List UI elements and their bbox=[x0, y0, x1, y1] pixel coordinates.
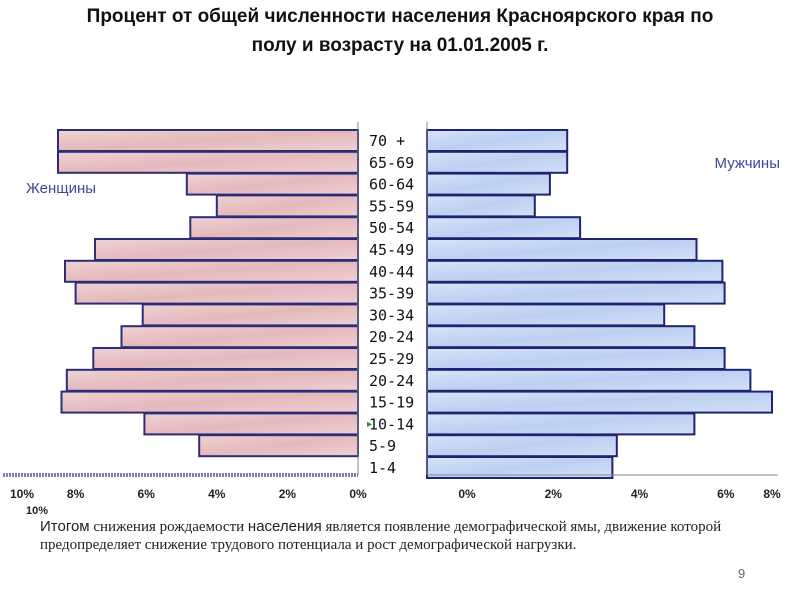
age-label: 35-39 bbox=[369, 285, 414, 303]
age-label: 70 + bbox=[369, 132, 405, 150]
men-bar bbox=[426, 347, 726, 370]
men-bar bbox=[426, 390, 773, 414]
women-bar bbox=[65, 368, 360, 392]
legend-women: Женщины bbox=[26, 180, 96, 197]
women-bar bbox=[215, 194, 359, 218]
age-label: 15-19 bbox=[369, 394, 414, 412]
age-label: 25-29 bbox=[369, 350, 414, 368]
left-tick-label: 6% bbox=[138, 487, 156, 501]
left-tick-label: 4% bbox=[208, 487, 226, 501]
men-bar bbox=[426, 281, 726, 305]
note-part-2: снижения рождаемости bbox=[89, 519, 248, 535]
age-label: 1-4 bbox=[369, 459, 396, 477]
age-label: 50-54 bbox=[369, 219, 414, 237]
women-bar bbox=[92, 347, 360, 370]
title-line-1: Процент от общей численности населения К… bbox=[86, 6, 714, 27]
women-bar bbox=[57, 150, 359, 174]
men-bar bbox=[426, 129, 569, 152]
page-title: Процент от общей численности населения К… bbox=[0, 2, 800, 60]
page-number: 9 bbox=[738, 566, 746, 581]
men-bar bbox=[426, 150, 569, 174]
age-label: 45-49 bbox=[369, 241, 414, 259]
men-bar bbox=[426, 172, 551, 196]
men-bar bbox=[426, 325, 696, 349]
age-label: 30-34 bbox=[369, 306, 414, 324]
men-bar bbox=[426, 412, 696, 436]
age-label: 40-44 bbox=[369, 263, 414, 281]
note-text: Итогом снижения рождаемости населения яв… bbox=[40, 518, 740, 554]
women-bar bbox=[141, 303, 359, 327]
women-bar bbox=[143, 412, 359, 436]
age-label: 20-24 bbox=[369, 372, 414, 390]
title-line-2: полу и возрасту на 01.01.2005 г. bbox=[251, 35, 549, 56]
women-bar bbox=[185, 172, 359, 196]
women-bar bbox=[120, 325, 359, 349]
age-label: 5-9 bbox=[369, 437, 396, 455]
women-bar bbox=[64, 259, 359, 283]
left-tick-label: 0% bbox=[349, 487, 367, 501]
note-part-3: населения bbox=[247, 518, 322, 535]
men-bar bbox=[426, 238, 698, 261]
men-bar bbox=[426, 434, 618, 458]
men-bar bbox=[426, 368, 752, 392]
left-tick-label: 8% bbox=[67, 487, 85, 501]
men-bar bbox=[426, 259, 724, 283]
population-pyramid-chart: 70 + 65-69 60-64 55-59 50-54 45-49 40-44 35-39 3… bbox=[3, 122, 781, 501]
age-label: 20-24 bbox=[369, 328, 414, 346]
left-tick-label: 2% bbox=[279, 487, 297, 501]
age-label: 65-69 bbox=[369, 154, 414, 172]
men-bars bbox=[426, 129, 773, 479]
extra-axis-label: 10% bbox=[26, 505, 49, 517]
age-label: 60-64 bbox=[369, 176, 414, 194]
legend-men: Мужчины bbox=[715, 155, 780, 172]
age-label: 10-14 bbox=[369, 415, 414, 433]
left-tick-label: 10% bbox=[10, 487, 34, 501]
women-bar bbox=[60, 390, 359, 414]
axes: 10% 8% 6% 4% 2% 0% 0% 2% 4% 6% 8% bbox=[3, 122, 781, 501]
right-tick-label: 4% bbox=[631, 487, 649, 501]
women-bar bbox=[198, 434, 359, 458]
women-bar bbox=[189, 216, 359, 240]
note-part-4: является появление демографической ямы, … bbox=[40, 519, 722, 553]
women-bar bbox=[94, 238, 359, 261]
right-tick-label: 8% bbox=[763, 487, 781, 501]
right-tick-label: 2% bbox=[545, 487, 563, 501]
small-marker: ▸ bbox=[367, 419, 372, 430]
men-bar bbox=[426, 303, 666, 327]
women-bar bbox=[74, 281, 359, 305]
men-bar bbox=[426, 194, 536, 218]
right-tick-label: 6% bbox=[717, 487, 735, 501]
age-label: 55-59 bbox=[369, 197, 414, 215]
men-bar bbox=[426, 216, 582, 240]
note-part-1: Итогом bbox=[40, 518, 90, 535]
women-bars bbox=[57, 129, 360, 458]
age-labels: 70 + 65-69 60-64 55-59 50-54 45-49 40-44 35-39 3… bbox=[369, 132, 414, 477]
right-tick-label: 0% bbox=[458, 487, 476, 501]
women-bar bbox=[57, 129, 359, 152]
